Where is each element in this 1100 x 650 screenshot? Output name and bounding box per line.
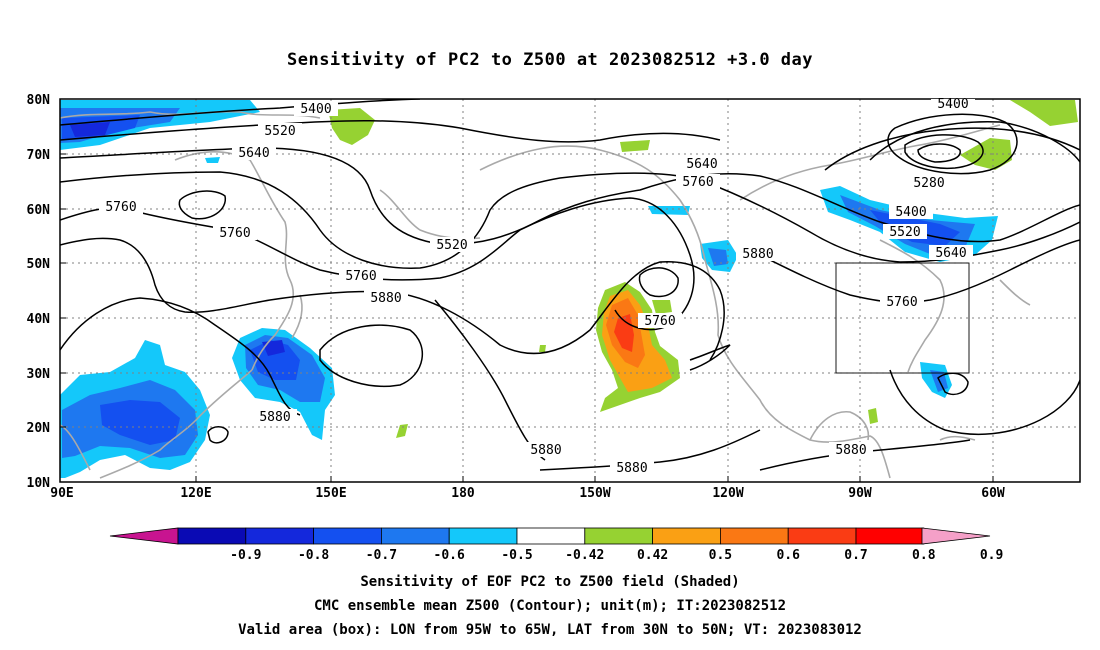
colorbar-tick-label: 0.7 <box>844 548 867 563</box>
contour-label: 5760 <box>105 200 136 215</box>
colorbar-tick-label: 0.42 <box>637 548 668 563</box>
lon-label: 120W <box>712 486 743 501</box>
colorbar-cell <box>652 527 721 545</box>
contour-label: 5760 <box>644 314 675 329</box>
colorbar-tick-label: -0.9 <box>230 548 261 563</box>
contour-label: 5520 <box>264 124 295 139</box>
lat-label: 40N <box>27 312 51 327</box>
map-plot-area <box>60 99 1080 482</box>
contour-label: 5880 <box>530 443 561 458</box>
colorbar-cells <box>177 527 925 545</box>
map-title: Sensitivity of PC2 to Z500 at 2023082512… <box>286 50 813 70</box>
contour-layer <box>60 99 1080 471</box>
lon-label: 120E <box>180 486 211 501</box>
colorbar-cell <box>787 527 857 545</box>
colorbar-tick-label: -0.42 <box>565 548 604 563</box>
map-frame <box>59 98 1081 483</box>
contour-label: 5400 <box>300 102 331 117</box>
contour-label: 5400 <box>895 205 926 220</box>
colorbar-cell <box>245 527 315 545</box>
colorbar-tick-label: 0.9 <box>980 548 1003 563</box>
lat-label: 60N <box>27 203 51 218</box>
contour-label: 5760 <box>886 295 917 310</box>
colorbar-right-triangle <box>921 527 991 545</box>
contour-label: 5640 <box>238 146 269 161</box>
footer-line-1: Sensitivity of EOF PC2 to Z500 field (Sh… <box>360 574 740 590</box>
lat-label: 30N <box>27 367 51 382</box>
contour-label: 5520 <box>889 225 920 240</box>
contour-label: 5400 <box>937 97 968 112</box>
colorbar-left-triangle <box>109 527 179 545</box>
valid-area-box <box>835 262 970 374</box>
colorbar-tick-label: 0.8 <box>912 548 936 563</box>
contour-label: 5880 <box>742 247 773 262</box>
contour-label: 5760 <box>682 175 713 190</box>
lon-labels: 90E 120E 150E 180 150W 120W 90W 60W <box>50 486 1005 501</box>
contour-label: 5880 <box>616 461 647 476</box>
colorbar-labels: -0.9 -0.8 -0.7 -0.6 -0.5 -0.42 0.42 0.5 0.6 0.7 0.… <box>230 548 1003 563</box>
lat-label: 10N <box>27 476 51 491</box>
colorbar-tick-label: -0.6 <box>434 548 465 563</box>
shading-layer <box>60 100 1078 478</box>
contour-label: 5640 <box>935 246 966 261</box>
contour-label: 5880 <box>835 443 866 458</box>
colorbar-cell <box>177 527 247 545</box>
colorbar-cell <box>516 527 586 545</box>
contour-label: 5880 <box>370 291 401 306</box>
colorbar-tick-label: -0.7 <box>366 548 397 563</box>
lon-label: 150W <box>579 486 610 501</box>
lat-label: 50N <box>27 257 51 272</box>
lon-label: 180 <box>451 486 475 501</box>
footer-line-2: CMC ensemble mean Z500 (Contour); unit(m… <box>313 598 786 614</box>
lat-labels: 80N 70N 60N 50N 40N 30N 20N 10N <box>27 93 51 491</box>
colorbar-tick-label: 0.6 <box>776 548 800 563</box>
lon-label: 60W <box>981 486 1005 501</box>
contour-label: 5760 <box>345 269 376 284</box>
colorbar-cell <box>448 527 518 545</box>
contour-label: 5520 <box>436 238 467 253</box>
colorbar-cell <box>720 527 789 545</box>
colorbar: -0.9 -0.8 -0.7 -0.6 -0.5 -0.42 0.42 0.5 0.6 0.7 0.… <box>109 527 1003 563</box>
colorbar-cell <box>855 527 925 545</box>
contour-label: 5760 <box>219 226 250 241</box>
axis-ticks <box>60 98 994 482</box>
lat-label: 80N <box>27 93 51 108</box>
colorbar-cell <box>584 527 653 545</box>
colorbar-tick-label: -0.5 <box>501 548 532 563</box>
graticule <box>60 99 1080 482</box>
contour-labels: 5400 5520 5640 5760 5760 5520 5760 5880 … <box>99 97 975 476</box>
contour-label: 5640 <box>686 157 717 172</box>
colorbar-cell <box>313 527 382 545</box>
colorbar-tick-label: -0.8 <box>298 548 329 563</box>
colorbar-cell <box>380 527 450 545</box>
footer-line-3: Valid area (box): LON from 95W to 65W, L… <box>238 622 862 638</box>
lat-label: 70N <box>27 148 51 163</box>
lon-label: 90E <box>50 486 73 501</box>
colorbar-tick-label: 0.5 <box>709 548 732 563</box>
lon-label: 150E <box>315 486 346 501</box>
contour-label: 5280 <box>913 176 944 191</box>
lon-label: 90W <box>848 486 872 501</box>
lat-label: 20N <box>27 421 51 436</box>
contour-label: 5880 <box>259 410 290 425</box>
